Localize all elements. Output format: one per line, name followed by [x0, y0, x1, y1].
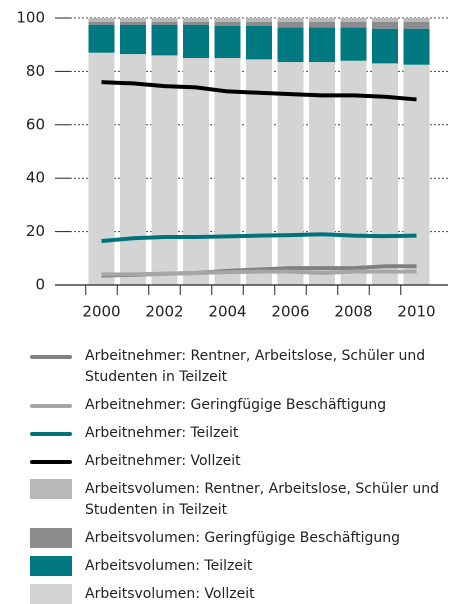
bar-segment [88, 52, 115, 286]
legend-label: Arbeitnehmer: Vollzeit [85, 453, 241, 469]
bar-segment [183, 22, 209, 25]
x-tick-label: 2010 [397, 303, 435, 321]
y-tick-label: 60 [26, 115, 45, 133]
bar-segment [309, 22, 335, 28]
bar-segment [120, 54, 146, 285]
y-tick-label: 80 [26, 62, 45, 80]
legend-label: Arbeitnehmer: Teilzeit [85, 425, 239, 441]
legend-label: Arbeitnehmer: Rentner, Arbeitslose, Schü… [85, 348, 426, 385]
chart: 0 20 40 60 80 100 2000 2002 2004 2006 2008 2010 [16, 9, 448, 321]
legend-label: Arbeitnehmer: Geringfügige Beschäftigung [85, 397, 387, 413]
bar-segment [340, 22, 367, 28]
legend-swatch [30, 404, 72, 408]
legend-swatch [30, 584, 72, 604]
bar-segment [183, 58, 209, 285]
y-tick-label: 40 [26, 169, 45, 187]
y-tick-label: 0 [35, 276, 45, 294]
bar-segment [183, 18, 209, 23]
bar-segment [403, 64, 430, 285]
bar-segment [151, 18, 178, 23]
bar-segment [183, 24, 209, 59]
bar-segment [277, 22, 304, 28]
legend: Arbeitnehmer: Rentner, Arbeitslose, Schü… [0, 342, 450, 604]
bar-segment [214, 58, 241, 285]
y-tick-label: 20 [26, 222, 45, 240]
legend-swatch [30, 556, 72, 576]
legend-item: Arbeitnehmer: Rentner, Arbeitslose, Schü… [30, 346, 450, 385]
x-tick-label: 2004 [208, 303, 246, 321]
legend-swatch [30, 460, 72, 464]
legend-item: Arbeitsvolumen: Teilzeit [30, 556, 450, 584]
bar-segment [340, 60, 367, 285]
bar-segment [403, 22, 430, 29]
bar-segment [372, 28, 398, 64]
x-tick-label: 2000 [82, 303, 120, 321]
y-tick-label: 100 [16, 9, 45, 27]
legend-label: Arbeitsvolumen: Teilzeit [85, 558, 253, 574]
bar-segment [246, 22, 272, 27]
legend-swatch [30, 528, 72, 548]
bar-segment [309, 27, 335, 63]
bar-segment [340, 27, 367, 61]
bar-segment [120, 24, 146, 55]
x-tick-label: 2006 [271, 303, 309, 321]
bar-segment [88, 18, 115, 23]
legend-label: Arbeitsvolumen: Rentner, Arbeitslose, Sc… [85, 481, 440, 518]
bar-segment [309, 62, 335, 286]
legend-item: Arbeitsvolumen: Vollzeit [30, 584, 450, 604]
line-series [101, 232, 417, 243]
bar-segment [246, 18, 272, 23]
legend-swatch [30, 432, 72, 436]
line-series [101, 80, 417, 102]
legend-item: Arbeitnehmer: Vollzeit [30, 451, 450, 479]
bar-segment [151, 55, 178, 285]
bar-segment [277, 18, 304, 23]
bar-segment [214, 26, 241, 59]
bar-segment [246, 59, 272, 286]
legend-item: Arbeitsvolumen: Geringfügige Beschäftigu… [30, 528, 450, 556]
bar-segment [277, 27, 304, 63]
bar-segment [403, 18, 430, 23]
bar-segment [372, 18, 398, 23]
bar-segment [403, 28, 430, 65]
legend-swatch [30, 479, 72, 499]
legend-label: Arbeitsvolumen: Geringfügige Beschäftigu… [85, 530, 401, 546]
bar-segment [151, 22, 178, 25]
bar-segment [372, 63, 398, 285]
bar-segment [151, 24, 178, 56]
bar-segment [246, 26, 272, 60]
bar-segment [214, 18, 241, 23]
legend-item: Arbeitsvolumen: Rentner, Arbeitslose, Sc… [30, 479, 450, 518]
legend-item: Arbeitnehmer: Teilzeit [30, 423, 450, 451]
bar-segment [277, 62, 304, 286]
bar-segment [340, 18, 367, 23]
bar-segment [214, 22, 241, 27]
bar-segment [372, 22, 398, 29]
legend-swatch [30, 355, 72, 359]
bar-segment [88, 24, 115, 53]
bar-segment [120, 22, 146, 25]
bar-segment [120, 18, 146, 23]
bar-segment [88, 22, 115, 25]
x-tick-label: 2002 [145, 303, 183, 321]
line-series [101, 269, 417, 277]
legend-label: Arbeitsvolumen: Vollzeit [85, 586, 255, 602]
legend-item: Arbeitnehmer: Geringfügige Beschäftigung [30, 395, 450, 423]
bar-segment [309, 18, 335, 23]
x-tick-label: 2008 [334, 303, 372, 321]
